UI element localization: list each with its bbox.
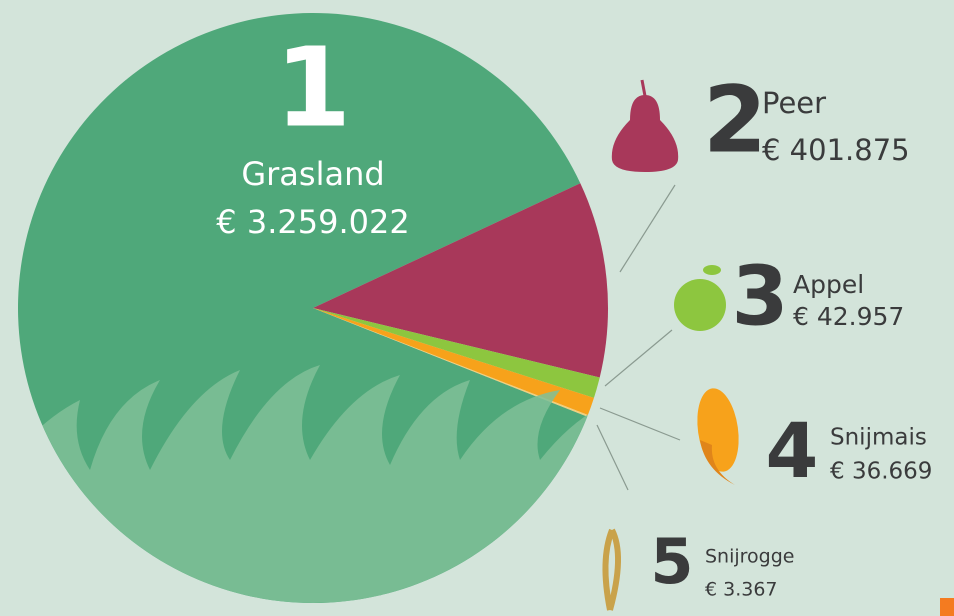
corner-badge (940, 598, 954, 616)
value-label: € 3.367 (705, 579, 778, 601)
category-label: Grasland (241, 155, 384, 193)
value-label: € 3.259.022 (216, 203, 409, 241)
category-label: Snijmais (830, 425, 927, 451)
rank-number: 4 (766, 406, 819, 495)
apple-leaf (703, 265, 721, 275)
rank-number: 5 (650, 525, 693, 598)
rank-number: 1 (275, 23, 352, 151)
chart: 1 Grasland € 3.259.022 2Peer € 401.875 3Appel… (0, 0, 954, 616)
value-label: € 36.669 (830, 459, 932, 485)
page: 1 Grasland € 3.259.022 2Peer € 401.875 3Appel… (0, 0, 954, 616)
category-label: Appel (793, 270, 864, 299)
value-label: € 42.957 (793, 302, 904, 331)
value-label: € 401.875 (762, 133, 910, 167)
category-label: Snijrogge (705, 546, 795, 568)
rank-number: 2 (703, 66, 767, 173)
rank-number: 3 (731, 249, 788, 344)
category-label: Peer (762, 86, 826, 120)
apple-icon (674, 279, 726, 331)
